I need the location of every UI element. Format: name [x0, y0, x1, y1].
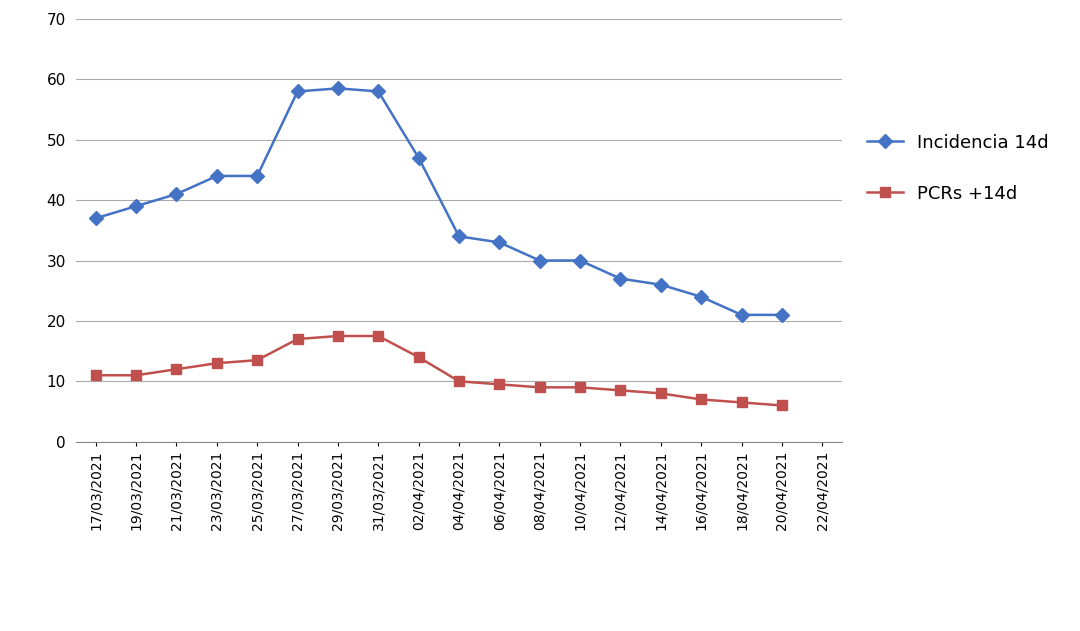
Incidencia 14d: [211, 172, 224, 180]
PCRs +14d: [211, 360, 224, 367]
Incidencia 14d: [332, 85, 345, 92]
Line: PCRs +14d: PCRs +14d: [91, 331, 786, 410]
Incidencia 14d: [292, 88, 305, 95]
Incidencia 14d: [613, 275, 626, 283]
Incidencia 14d: [453, 233, 465, 240]
Incidencia 14d: [534, 257, 546, 264]
PCRs +14d: [573, 384, 586, 391]
PCRs +14d: [130, 372, 143, 379]
PCRs +14d: [492, 380, 505, 388]
Incidencia 14d: [251, 172, 264, 180]
PCRs +14d: [654, 389, 667, 397]
PCRs +14d: [372, 332, 384, 339]
PCRs +14d: [170, 365, 183, 373]
PCRs +14d: [694, 396, 707, 403]
Incidencia 14d: [372, 88, 384, 95]
Incidencia 14d: [90, 215, 103, 222]
Incidencia 14d: [492, 239, 505, 246]
PCRs +14d: [413, 353, 426, 361]
PCRs +14d: [775, 402, 788, 410]
Incidencia 14d: [735, 311, 748, 319]
Incidencia 14d: [573, 257, 586, 264]
Line: Incidencia 14d: Incidencia 14d: [91, 83, 786, 320]
PCRs +14d: [613, 387, 626, 394]
Incidencia 14d: [413, 154, 426, 162]
PCRs +14d: [90, 372, 103, 379]
Incidencia 14d: [775, 311, 788, 319]
Incidencia 14d: [654, 281, 667, 288]
PCRs +14d: [534, 384, 546, 391]
PCRs +14d: [453, 377, 465, 385]
Incidencia 14d: [170, 191, 183, 198]
Incidencia 14d: [130, 203, 143, 210]
Legend: Incidencia 14d, PCRs +14d: Incidencia 14d, PCRs +14d: [867, 134, 1049, 203]
PCRs +14d: [735, 399, 748, 406]
PCRs +14d: [251, 357, 264, 364]
Incidencia 14d: [694, 293, 707, 300]
PCRs +14d: [292, 335, 305, 343]
PCRs +14d: [332, 332, 345, 339]
